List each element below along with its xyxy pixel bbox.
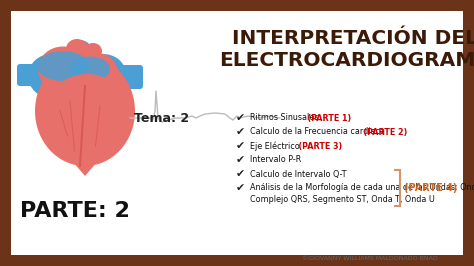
Text: Intervalo P-R: Intervalo P-R — [250, 156, 301, 164]
Text: Complejo QRS, Segmento ST, Onda T, Onda U: Complejo QRS, Segmento ST, Onda T, Onda … — [250, 196, 435, 205]
FancyBboxPatch shape — [17, 64, 61, 86]
Text: Ritmos Sinusales: Ritmos Sinusales — [250, 114, 319, 123]
Text: ✔: ✔ — [236, 113, 245, 123]
Ellipse shape — [65, 40, 95, 78]
Ellipse shape — [43, 74, 131, 164]
Text: ©GIOVANNY WILLIAMS MALDONADO BNAO: ©GIOVANNY WILLIAMS MALDONADO BNAO — [302, 256, 438, 261]
Text: (PARTE 4): (PARTE 4) — [404, 183, 457, 193]
Text: ✔: ✔ — [236, 169, 245, 179]
Ellipse shape — [37, 51, 89, 81]
Text: (PARTE 3): (PARTE 3) — [292, 142, 342, 151]
Ellipse shape — [35, 56, 135, 166]
FancyBboxPatch shape — [11, 11, 463, 255]
Text: Calculo de la Frecuencia cardiaca: Calculo de la Frecuencia cardiaca — [250, 127, 385, 136]
Ellipse shape — [66, 39, 88, 59]
Text: Eje Eléctrico: Eje Eléctrico — [250, 141, 300, 151]
Text: ELECTROCARDIOGRAMA: ELECTROCARDIOGRAMA — [219, 52, 474, 70]
Text: PARTE: 2: PARTE: 2 — [20, 201, 130, 221]
Text: INTERPRETACIÓN DEL: INTERPRETACIÓN DEL — [232, 28, 474, 48]
Ellipse shape — [76, 53, 118, 93]
Ellipse shape — [81, 54, 126, 92]
Ellipse shape — [70, 56, 110, 81]
Ellipse shape — [38, 47, 88, 92]
Text: (PARTE 2): (PARTE 2) — [358, 127, 408, 136]
Text: ✔: ✔ — [236, 141, 245, 151]
Polygon shape — [55, 141, 115, 176]
Text: Tema: 2: Tema: 2 — [135, 111, 190, 124]
Text: Calculo de Intervalo Q-T: Calculo de Intervalo Q-T — [250, 169, 346, 178]
Text: ✔: ✔ — [236, 127, 245, 137]
Ellipse shape — [28, 53, 78, 98]
Text: ✔: ✔ — [236, 183, 245, 193]
Text: (PARTE 1): (PARTE 1) — [302, 114, 352, 123]
Ellipse shape — [84, 43, 102, 59]
Text: Análisis de la Morfología de cada una de las Ondas: Onda P,: Análisis de la Morfología de cada una de… — [250, 184, 474, 193]
Text: ✔: ✔ — [236, 155, 245, 165]
FancyBboxPatch shape — [82, 65, 143, 89]
